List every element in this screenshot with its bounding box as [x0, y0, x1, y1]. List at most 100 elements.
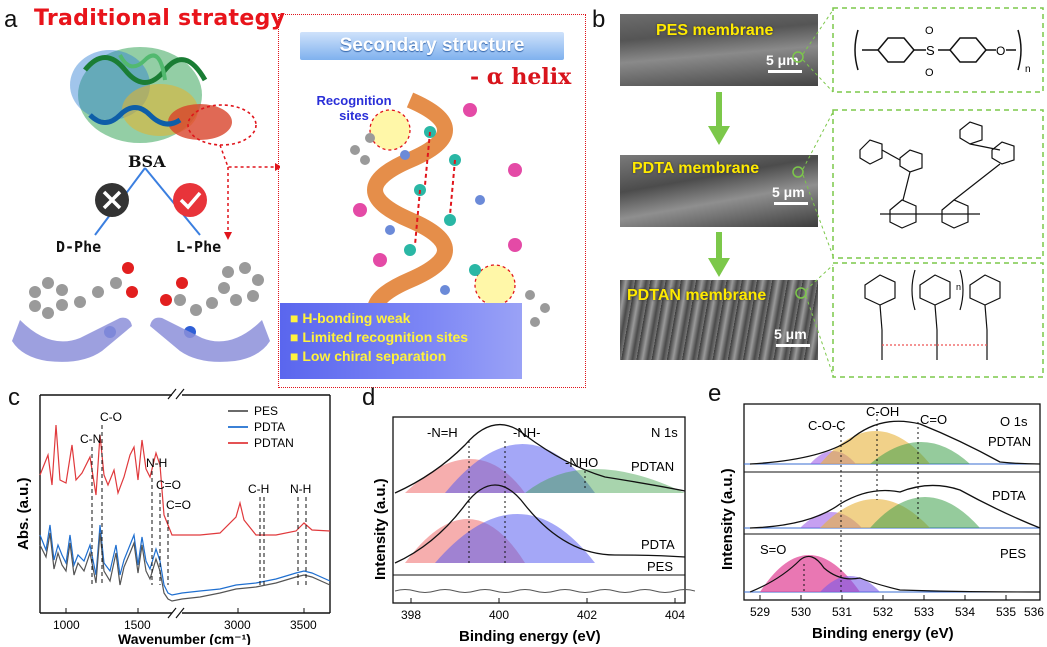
svg-text:S: S: [926, 43, 935, 58]
x-tick: 1000: [53, 618, 80, 632]
l-phe-molecule: [160, 262, 264, 338]
ftir-chart: PES PDTA PDTAN C-N C-O N-H C=O C=O C-H N…: [15, 388, 331, 645]
x-tick: 404: [665, 608, 685, 622]
secondary-structure-box: [278, 14, 586, 388]
x-tick: 530: [791, 605, 811, 619]
peak-c-oh: C-OH: [866, 404, 899, 419]
bsa-label: BSA: [128, 152, 166, 171]
annotation-c-h: C-H: [248, 482, 269, 496]
x-tick: 529: [750, 605, 770, 619]
right-hand-icon: [150, 317, 270, 362]
panel-c-label: c: [8, 384, 20, 411]
annotation-n-h-2: N-H: [290, 482, 311, 496]
spectrum-label-pdtan: PDTAN: [631, 459, 674, 474]
bullet-item: ■ H-bonding weak: [290, 310, 411, 326]
pdta-membrane-label: PDTA membrane: [632, 160, 760, 177]
bullet-item: ■ Low chiral separation: [290, 348, 447, 364]
x-tick: 533: [914, 605, 934, 619]
bullet-text: Limited recognition sites: [302, 329, 469, 345]
bullet-text: Low chiral separation: [302, 348, 447, 364]
spectrum-label-pdta: PDTA: [641, 537, 675, 552]
peak-nh: -NH-: [513, 425, 540, 440]
d-phe-molecule: [29, 262, 138, 338]
x-tick: 535: [996, 605, 1016, 619]
spectrum-label-pes: PES: [647, 559, 673, 574]
l-phe-label: L-Phe: [176, 238, 222, 256]
pdta-structure: [859, 121, 1015, 229]
scale-bar-label: 5 μm: [774, 326, 807, 342]
panel-b-graphics: SOO O n n: [708, 7, 1044, 378]
x-tick: 1500: [124, 618, 151, 632]
panel-a-label: a: [4, 6, 18, 33]
bullet-item: ■ Limited recognition sites: [290, 329, 469, 345]
peak-s-eq-o: S=O: [760, 542, 786, 557]
chart-title: N 1s: [651, 425, 678, 440]
secondary-structure-title: Secondary structure: [300, 32, 564, 60]
alpha-helix-graphic: [350, 92, 550, 352]
spectrum-label-pdtan: PDTAN: [988, 434, 1031, 449]
alpha-helix-label: - α helix: [470, 64, 572, 90]
pdtan-structure: [864, 269, 1001, 360]
y-axis-label: Intensity (a.u.): [719, 468, 736, 570]
x-tick: 531: [832, 605, 852, 619]
peak-c-eq-o: C=O: [920, 412, 947, 427]
scale-bar: [768, 70, 802, 73]
svg-text:O: O: [996, 44, 1005, 58]
pes-repeat-n: n: [1025, 64, 1031, 75]
x-tick: 536: [1024, 605, 1044, 619]
x-tick: 3500: [290, 618, 317, 632]
peak-nho: -NHO: [565, 455, 598, 470]
x-tick: 534: [955, 605, 975, 619]
xps-n1s-chart: -N=H -NH- -NHO N 1s PDTAN PDTA PES 398 4…: [372, 416, 695, 645]
x-tick: 402: [577, 608, 597, 622]
panel-d-label: d: [362, 384, 376, 411]
spectrum-label-pes: PES: [1000, 546, 1026, 561]
left-hand-icon: [12, 317, 132, 362]
peak-c-o-c: C-O-C: [808, 418, 846, 433]
annotation-c-o: C-O: [100, 410, 122, 424]
check-icon: [173, 183, 207, 217]
annotation-c-eq-o-2: C=O: [166, 498, 191, 512]
bullet-text: H-bonding weak: [302, 310, 411, 326]
panel-e-label: e: [708, 380, 722, 407]
legend-pdta: PDTA: [254, 420, 285, 434]
svg-text:O: O: [925, 25, 934, 37]
svg-text:O: O: [925, 67, 934, 79]
series-pes: [39, 532, 331, 602]
y-axis-label: Abs. (a.u.): [15, 477, 32, 550]
d-phe-label: D-Phe: [56, 238, 102, 256]
legend-pdtan: PDTAN: [254, 436, 294, 450]
legend-pes: PES: [254, 404, 278, 418]
chart-title: O 1s: [1000, 414, 1028, 429]
panel-a-graphics: [12, 47, 280, 362]
x-axis-label: Binding energy (eV): [812, 625, 954, 642]
pes-structure: [854, 29, 1022, 71]
x-tick: 398: [401, 608, 421, 622]
xps-o1s-chart: C-O-C C-OH C=O S=O O 1s PDTAN PDTA PES 5…: [719, 403, 1044, 642]
spectrum-label-pdta: PDTA: [992, 488, 1026, 503]
annotation-n-h: N-H: [146, 456, 167, 470]
traditional-strategy-title: Traditional strategy: [34, 6, 286, 31]
scale-bar: [776, 344, 810, 347]
x-axis-label: Binding energy (eV): [459, 628, 601, 645]
pdtan-repeat-n: n: [956, 282, 961, 292]
x-tick: 532: [873, 605, 893, 619]
bsa-protein-structure: [70, 47, 232, 143]
cross-icon: [95, 183, 129, 217]
series-pdta: [39, 524, 331, 596]
x-tick: 400: [489, 608, 509, 622]
scale-bar-label: 5 μm: [766, 52, 799, 68]
scale-bar: [774, 202, 808, 205]
limitations-box: ■ H-bonding weak ■ Limited recognition s…: [280, 303, 522, 379]
pdta-sem-image: [620, 155, 818, 227]
y-axis-label: Intensity (a.u.): [372, 478, 389, 580]
arrow-down-icon: [708, 232, 730, 277]
series-pdtan: [39, 424, 331, 536]
pes-sem-image: [620, 14, 818, 86]
annotation-c-n: C-N: [80, 432, 101, 446]
pes-membrane-label: PES membrane: [656, 22, 774, 39]
recognition-sites-label: Recognition sites: [316, 93, 392, 123]
peak-n-h: -N=H: [427, 425, 458, 440]
x-tick: 3000: [224, 618, 251, 632]
pdtan-membrane-label: PDTAN membrane: [627, 287, 767, 304]
